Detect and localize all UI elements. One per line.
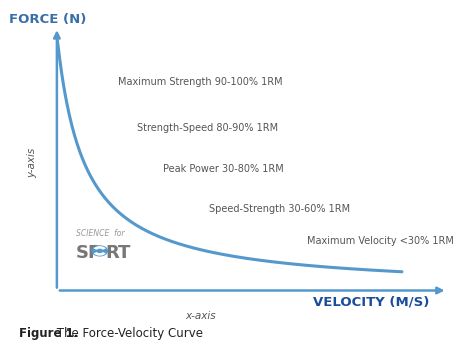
Text: Maximum Strength 90-100% 1RM: Maximum Strength 90-100% 1RM bbox=[118, 77, 282, 87]
Text: Maximum Velocity <30% 1RM: Maximum Velocity <30% 1RM bbox=[307, 236, 454, 246]
Text: FORCE (N): FORCE (N) bbox=[9, 13, 87, 26]
Text: SCIENCE  for: SCIENCE for bbox=[76, 229, 124, 238]
Text: x-axis: x-axis bbox=[186, 311, 216, 321]
Text: Strength-Speed 80-90% 1RM: Strength-Speed 80-90% 1RM bbox=[137, 123, 278, 133]
Text: VELOCITY (M/S): VELOCITY (M/S) bbox=[312, 296, 429, 309]
Text: Peak Power 30-80% 1RM: Peak Power 30-80% 1RM bbox=[163, 164, 284, 174]
Text: Figure 1.: Figure 1. bbox=[19, 327, 78, 340]
Circle shape bbox=[91, 245, 108, 257]
Text: The Force-Velocity Curve: The Force-Velocity Curve bbox=[53, 327, 203, 340]
Wedge shape bbox=[93, 252, 106, 256]
Text: y-axis: y-axis bbox=[27, 148, 37, 178]
Text: RT: RT bbox=[105, 244, 131, 262]
Text: Speed-Strength 30-60% 1RM: Speed-Strength 30-60% 1RM bbox=[209, 204, 350, 214]
Wedge shape bbox=[93, 246, 106, 250]
Text: SP: SP bbox=[76, 244, 102, 262]
